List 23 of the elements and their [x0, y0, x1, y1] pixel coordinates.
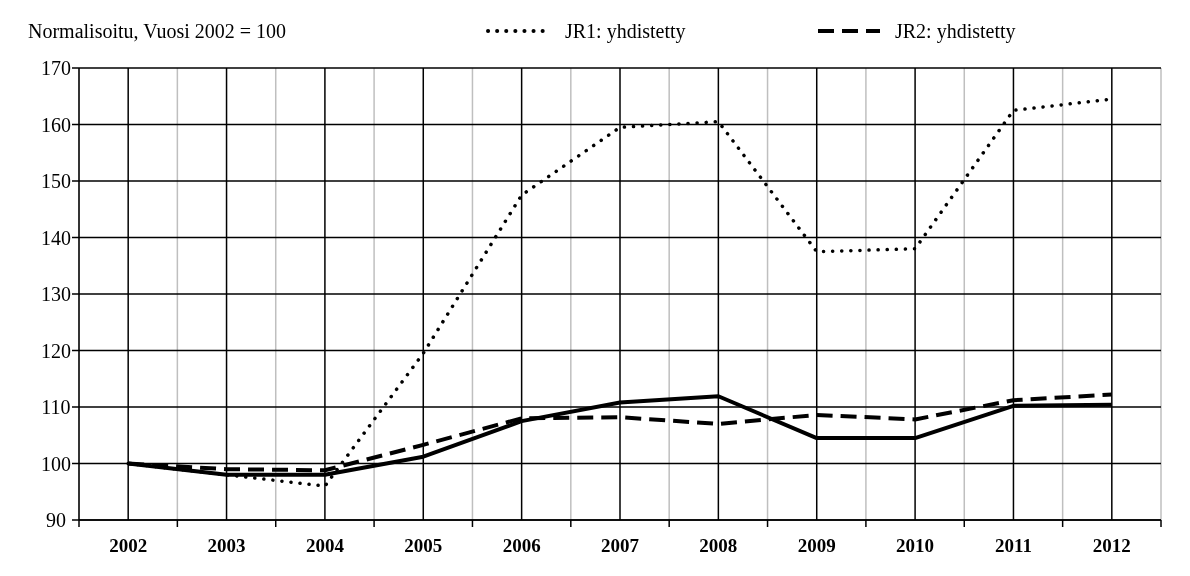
y-tick-label: 170: [41, 57, 71, 79]
x-tick-label: 2002: [109, 535, 148, 556]
x-tick-label: 2005: [404, 535, 443, 556]
legend-label: JR2: yhdistetty: [895, 20, 1016, 43]
y-tick-label: 90: [46, 509, 66, 531]
y-tick-label: 120: [41, 339, 71, 362]
y-tick-label: 140: [41, 226, 71, 249]
x-tick-label: 2004: [305, 535, 345, 556]
y-tick-label: 150: [41, 170, 71, 192]
y-tick-label: 130: [41, 283, 71, 305]
x-tick-label: 2010: [896, 535, 935, 556]
y-tick-label: 110: [41, 396, 71, 418]
x-tick-label: 2011: [994, 535, 1032, 556]
chart-title: Normalisoitu, Vuosi 2002 = 100: [28, 20, 287, 42]
x-tick-label: 2009: [797, 535, 836, 556]
x-tick-label: 2006: [502, 535, 541, 556]
x-tick-label: 2003: [207, 535, 246, 556]
y-tick-label: 160: [41, 113, 71, 136]
x-tick-label: 2012: [1092, 535, 1131, 556]
x-tick-label: 2008: [699, 535, 738, 556]
x-tick-label: 2007: [601, 535, 640, 556]
legend-label: JR1: yhdistetty: [565, 20, 686, 43]
y-tick-label: 100: [41, 452, 71, 475]
